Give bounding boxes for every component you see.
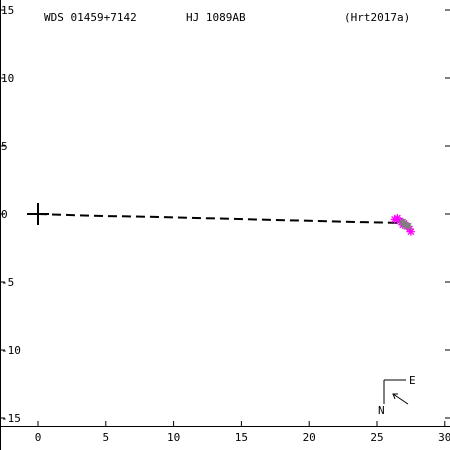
motion-arrow-head: [392, 393, 398, 400]
axis-ticks: [0, 9, 450, 426]
x-tick-label: 25: [370, 431, 383, 444]
y-tick-label: -15: [1, 412, 21, 425]
primary-star-cross: [27, 203, 49, 225]
tick-labels: 0 5 10 15 20 25 30 15 10 5 0 -5 -10 -15: [1, 4, 450, 444]
y-tick-label: -5: [1, 276, 14, 289]
motion-arrow: [392, 393, 409, 405]
compass-east-label: E: [409, 374, 416, 387]
x-tick-label: 10: [167, 431, 180, 444]
x-tick-label: 20: [303, 431, 316, 444]
measures: [390, 214, 415, 236]
y-tick-label: -10: [1, 344, 21, 357]
x-tick-label: 5: [102, 431, 109, 444]
compass-north-label: N: [378, 404, 385, 417]
x-tick-label: 15: [235, 431, 248, 444]
wds-id: WDS 01459+7142: [44, 11, 137, 24]
pair-name: HJ 1089AB: [186, 11, 246, 24]
y-tick-label: 0: [1, 208, 8, 221]
compass: E N: [378, 374, 416, 417]
orbit-dashed-line: [37, 213, 398, 224]
measure-point: [401, 220, 410, 229]
reference: (Hrt2017a): [344, 11, 410, 24]
y-tick-label: 10: [1, 72, 14, 85]
x-tick-label: 30: [438, 431, 450, 444]
y-tick-label: 5: [1, 140, 8, 153]
measure-point: [404, 222, 413, 231]
y-tick-label: 15: [1, 4, 14, 17]
x-tick-label: 0: [35, 431, 42, 444]
header: WDS 01459+7142 HJ 1089AB (Hrt2017a): [44, 11, 410, 24]
